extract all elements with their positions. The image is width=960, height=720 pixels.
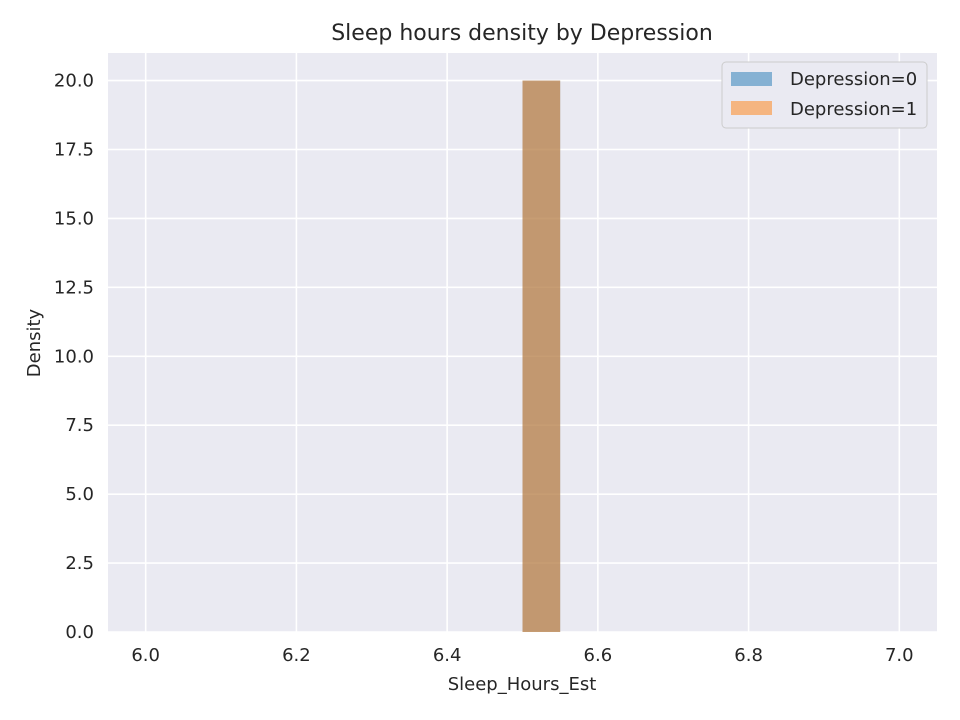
y-tick-label: 0.0	[65, 622, 94, 643]
y-tick-label: 10.0	[54, 346, 94, 367]
histogram-bar-series-1	[522, 80, 561, 633]
x-tick-label: 6.8	[734, 645, 763, 666]
y-tick-label: 5.0	[65, 484, 94, 505]
bars	[522, 80, 561, 633]
legend-swatch-depression-0	[731, 72, 772, 86]
y-axis-label: Density	[24, 308, 45, 377]
x-tick-label: 6.6	[584, 645, 613, 666]
x-tick-label: 6.0	[131, 645, 160, 666]
x-axis-ticks: 6.0 6.2 6.4 6.6 6.8 7.0	[131, 645, 913, 666]
legend-box	[721, 61, 928, 129]
y-tick-label: 7.5	[65, 415, 94, 436]
y-tick-label: 15.0	[54, 208, 94, 229]
y-tick-label: 12.5	[54, 277, 94, 298]
x-axis-label: Sleep_Hours_Est	[448, 674, 597, 695]
x-tick-label: 7.0	[885, 645, 914, 666]
y-tick-label: 2.5	[65, 553, 94, 574]
legend-label-depression-0: Depression=0	[790, 69, 917, 90]
x-tick-label: 6.4	[433, 645, 462, 666]
x-tick-label: 6.2	[282, 645, 311, 666]
legend: Depression=0 Depression=1	[721, 61, 928, 129]
y-tick-label: 17.5	[54, 140, 94, 161]
legend-swatch-depression-1	[731, 101, 772, 115]
y-tick-label: 20.0	[54, 71, 94, 92]
legend-label-depression-1: Depression=1	[790, 99, 917, 120]
chart-title: Sleep hours density by Depression	[331, 21, 713, 46]
y-axis-ticks: 0.0 2.5 5.0 7.5 10.0 12.5 15.0 17.5 20.0	[54, 71, 94, 643]
